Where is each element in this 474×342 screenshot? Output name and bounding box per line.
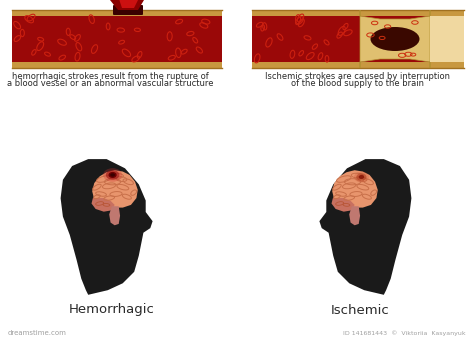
FancyBboxPatch shape [113,5,143,15]
Polygon shape [61,159,153,295]
Polygon shape [118,0,138,8]
Bar [12,62,222,68]
Text: Ischemic strokes are caused by interruption: Ischemic strokes are caused by interrupt… [265,72,450,81]
Text: hemorrhagic strokes result from the rupture of: hemorrhagic strokes result from the rupt… [12,72,209,81]
Ellipse shape [356,173,366,181]
Polygon shape [360,10,430,68]
Polygon shape [92,170,138,208]
Ellipse shape [109,172,117,178]
Text: Hemorrhagic: Hemorrhagic [69,303,155,316]
Bar [252,15,464,63]
Polygon shape [349,206,360,225]
Text: ID 141681443  ©  Viktoriia  Kasyanyuk: ID 141681443 © Viktoriia Kasyanyuk [343,330,466,336]
Text: of the blood supply to the brain: of the blood supply to the brain [292,79,425,88]
Polygon shape [319,159,411,295]
Bar [252,62,464,68]
Bar [252,10,464,16]
Ellipse shape [371,27,419,51]
Ellipse shape [103,168,122,182]
Polygon shape [91,198,115,212]
Text: Ischemic: Ischemic [331,303,389,316]
FancyBboxPatch shape [252,10,464,68]
Ellipse shape [106,170,119,180]
Text: a blood vessel or an abnormal vascular structure: a blood vessel or an abnormal vascular s… [7,79,213,88]
Ellipse shape [354,172,369,182]
Polygon shape [331,198,355,212]
Bar [430,16,464,62]
Ellipse shape [110,173,115,177]
Polygon shape [106,0,148,10]
Polygon shape [332,170,378,208]
Polygon shape [109,206,120,225]
Text: dreamstime.com: dreamstime.com [8,330,67,336]
Bar [12,15,222,63]
Bar [12,10,222,16]
FancyBboxPatch shape [12,10,222,68]
Ellipse shape [359,175,364,179]
